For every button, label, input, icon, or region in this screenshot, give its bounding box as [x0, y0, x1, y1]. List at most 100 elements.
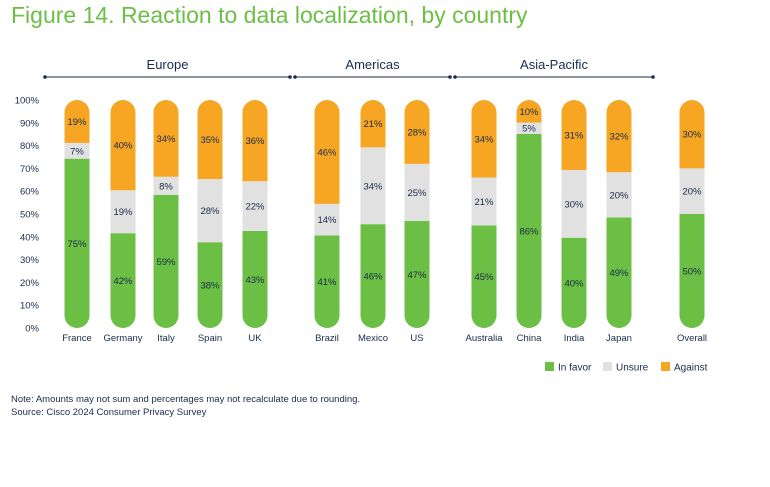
x-tick-label: Overall [677, 333, 707, 344]
data-label-against: 46% [317, 147, 337, 158]
bar-segment-in-favor [314, 235, 340, 328]
bar-segment-unsure [197, 179, 223, 243]
data-label-in-favor: 47% [407, 270, 427, 281]
bar-segment-unsure [153, 176, 179, 195]
group-bracket-end [453, 75, 457, 79]
chart-note: Note: Amounts may not sum and percentage… [11, 394, 361, 405]
y-tick-label: 100% [15, 96, 40, 107]
bar-stack [404, 100, 430, 328]
bar-segment-unsure [110, 190, 136, 234]
data-label-in-favor: 49% [609, 268, 629, 279]
data-label-against: 28% [407, 127, 427, 138]
group-bracket-end [43, 75, 47, 79]
data-label-in-favor: 59% [156, 257, 176, 268]
bar-segment-against [314, 100, 340, 204]
bar-segment-unsure [314, 203, 340, 236]
bar-segment-unsure [679, 168, 705, 214]
x-tick-label: Australia [466, 333, 504, 344]
bar-segment-in-favor [404, 220, 430, 328]
bar-stack [64, 100, 90, 328]
y-tick-label: 40% [20, 232, 40, 243]
data-label-against: 36% [245, 136, 265, 147]
bar-segment-against [679, 100, 705, 169]
bar-segment-in-favor [679, 214, 705, 328]
bar-segment-against [110, 100, 136, 191]
data-label-against: 34% [474, 134, 494, 145]
chart-source: Source: Cisco 2024 Consumer Privacy Surv… [11, 407, 207, 418]
group-label: Americas [345, 57, 400, 72]
stacked-bar-chart: Europe Americas Asia-Pacific 0% 10% 20% 30% 40… [15, 57, 708, 374]
data-label-in-favor: 45% [474, 272, 494, 283]
data-label-unsure: 21% [474, 197, 494, 208]
data-label-against: 21% [363, 119, 383, 130]
x-tick-label: Brazil [315, 333, 339, 344]
bar-segment-against [153, 100, 179, 177]
data-label-against: 10% [519, 107, 539, 118]
x-tick-label: UK [248, 333, 262, 344]
bar-segment-in-favor [561, 237, 587, 328]
bar-segment-against [197, 100, 223, 180]
data-label-unsure: 30% [564, 199, 584, 210]
data-label-against: 34% [156, 134, 176, 145]
bar-segment-in-favor [153, 194, 179, 328]
y-tick-label: 50% [20, 210, 40, 221]
bar-stack [314, 100, 340, 328]
legend-label-in-favor: In favor [558, 363, 592, 374]
bar-segment-against [242, 100, 268, 182]
y-tick-label: 10% [20, 301, 40, 312]
bar-stack [197, 100, 223, 328]
y-tick-label: 0% [25, 324, 39, 335]
bar-segment-in-favor [606, 217, 632, 328]
bar-segment-against [561, 100, 587, 170]
data-label-in-favor: 86% [519, 226, 539, 237]
bar-segment-unsure [471, 177, 497, 226]
data-label-unsure: 22% [245, 202, 265, 213]
bars: 75% 7% 19% 42% 19% 40% 59% 8% 34% 38% 28% 35% 43% 22%… [64, 100, 705, 328]
bar-segment-in-favor [471, 225, 497, 328]
data-label-in-favor: 43% [245, 275, 265, 286]
data-label-against: 35% [200, 135, 220, 146]
bar-segment-in-favor [197, 242, 223, 328]
bar-segment-unsure [360, 147, 386, 225]
x-tick-label: US [410, 333, 423, 344]
data-label-in-favor: 75% [67, 239, 87, 250]
group-bracket-end [293, 75, 297, 79]
legend: In favor Unsure Against [545, 362, 708, 374]
bar-segment-in-favor [242, 230, 268, 328]
data-label-unsure: 5% [522, 124, 536, 135]
bar-segment-against [606, 100, 632, 173]
group-bracket-end [288, 75, 292, 79]
bar-segment-against [64, 100, 90, 143]
bar-stack [110, 100, 136, 328]
group-label: Europe [147, 57, 189, 72]
data-label-unsure: 8% [159, 181, 173, 192]
bar-segment-in-favor [64, 158, 90, 328]
data-label-against: 30% [682, 130, 702, 141]
data-label-against: 32% [609, 132, 629, 143]
bar-segment-unsure [561, 169, 587, 238]
data-label-unsure: 28% [200, 206, 220, 217]
x-tick-label: Mexico [358, 333, 388, 344]
bar-segment-in-favor [516, 133, 542, 328]
y-tick-label: 60% [20, 187, 40, 198]
bar-segment-unsure [242, 181, 268, 231]
bar-stack [679, 100, 705, 328]
bar-segment-in-favor [360, 224, 386, 328]
bar-segment-unsure [606, 172, 632, 218]
legend-label-unsure: Unsure [616, 363, 649, 374]
legend-swatch-in-favor [545, 362, 554, 371]
group-bracket-end [651, 75, 655, 79]
y-tick-label: 90% [20, 118, 40, 129]
group-label: Asia-Pacific [520, 57, 588, 72]
bar-segment-in-favor [110, 233, 136, 328]
bar-stack [242, 100, 268, 328]
bar-stack [360, 100, 386, 328]
bar-stack [561, 100, 587, 328]
y-axis: 0% 10% 20% 30% 40% 50% 60% 70% 80% 90% 100% [15, 96, 40, 335]
data-label-in-favor: 40% [564, 278, 584, 289]
data-label-in-favor: 42% [113, 276, 133, 287]
data-label-in-favor: 38% [200, 281, 220, 292]
x-tick-label: Germany [103, 333, 142, 344]
data-label-in-favor: 41% [317, 277, 337, 288]
x-tick-label: France [62, 333, 92, 344]
